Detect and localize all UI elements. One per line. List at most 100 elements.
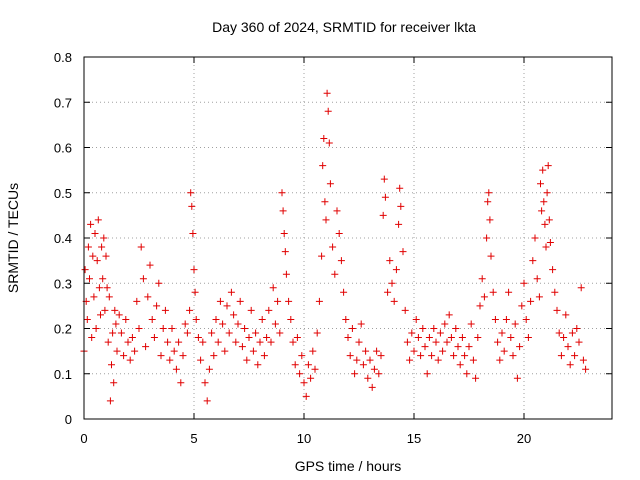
data-point	[238, 343, 246, 351]
data-point	[357, 320, 365, 328]
data-points	[80, 89, 590, 405]
data-point	[274, 297, 282, 305]
data-point	[101, 306, 109, 314]
data-point	[88, 334, 96, 342]
data-point	[484, 198, 492, 206]
data-point	[539, 166, 547, 174]
data-point	[380, 175, 388, 183]
data-point	[348, 325, 356, 332]
data-point	[320, 134, 328, 142]
data-point	[201, 379, 209, 387]
data-point	[368, 383, 376, 391]
y-tick-label: 0.6	[54, 141, 72, 156]
y-tick-label: 0.2	[54, 322, 72, 337]
data-point	[533, 275, 541, 283]
data-point	[307, 374, 315, 382]
data-point	[112, 320, 120, 328]
data-point	[105, 293, 113, 301]
data-point	[543, 189, 551, 197]
data-point	[84, 243, 92, 251]
data-point	[461, 352, 469, 360]
data-point	[269, 284, 277, 292]
data-point	[95, 284, 103, 292]
data-point	[476, 302, 484, 310]
data-point	[172, 365, 180, 373]
data-point	[487, 252, 495, 260]
data-point	[302, 392, 310, 400]
data-point	[511, 320, 519, 328]
data-point	[83, 315, 91, 323]
data-point	[485, 189, 493, 197]
data-point	[564, 343, 572, 351]
data-point	[366, 356, 374, 364]
data-point	[545, 216, 553, 224]
data-point	[346, 352, 354, 360]
data-point	[560, 334, 568, 342]
data-point	[571, 352, 579, 360]
data-point	[388, 279, 396, 287]
data-point	[187, 189, 195, 197]
data-point	[406, 356, 414, 364]
data-point	[396, 184, 404, 192]
data-point	[386, 257, 394, 265]
data-point	[331, 270, 339, 278]
data-point	[179, 352, 187, 360]
data-point	[99, 275, 107, 283]
data-point	[575, 338, 583, 346]
data-point	[355, 338, 363, 346]
data-point	[326, 180, 334, 188]
data-point	[300, 379, 308, 387]
data-point	[364, 374, 372, 382]
data-point	[278, 189, 286, 197]
data-point	[439, 347, 447, 355]
data-point	[524, 334, 532, 342]
data-point	[541, 220, 549, 228]
data-point	[289, 338, 297, 346]
data-point	[245, 334, 253, 342]
data-point	[553, 306, 561, 314]
data-point	[445, 311, 453, 319]
data-point	[544, 162, 552, 170]
data-point	[97, 311, 104, 319]
data-point	[146, 261, 154, 269]
data-point	[410, 347, 418, 355]
data-point	[401, 306, 409, 314]
data-point	[335, 229, 343, 237]
data-point	[390, 297, 398, 305]
y-tick-label: 0.8	[54, 50, 72, 65]
data-point	[241, 325, 249, 332]
data-point	[436, 329, 444, 337]
data-point	[126, 356, 134, 364]
data-point	[375, 370, 383, 378]
data-point	[214, 338, 222, 346]
data-point	[498, 329, 506, 337]
data-point	[379, 211, 387, 219]
data-point	[373, 347, 381, 355]
data-point	[265, 306, 273, 314]
data-point	[557, 352, 565, 360]
data-point	[115, 311, 123, 319]
data-point	[177, 379, 185, 387]
data-point	[298, 352, 306, 360]
data-point	[441, 320, 449, 328]
data-point	[131, 347, 139, 355]
data-point	[221, 347, 229, 355]
data-point	[395, 220, 403, 228]
data-point	[93, 257, 101, 265]
data-point	[183, 329, 191, 337]
data-point	[267, 338, 275, 346]
data-point	[188, 202, 196, 210]
data-point	[142, 343, 150, 351]
y-axis-label: SRMTID / TECUs	[5, 183, 21, 293]
data-point	[135, 325, 143, 332]
data-point	[370, 365, 378, 373]
data-point	[344, 334, 352, 342]
x-tick-label: 15	[407, 431, 421, 446]
data-point	[377, 352, 385, 360]
data-point	[414, 334, 422, 342]
data-point	[562, 311, 570, 319]
data-point	[263, 334, 271, 342]
data-point	[87, 220, 95, 228]
data-point	[516, 343, 524, 351]
data-point	[291, 361, 299, 369]
